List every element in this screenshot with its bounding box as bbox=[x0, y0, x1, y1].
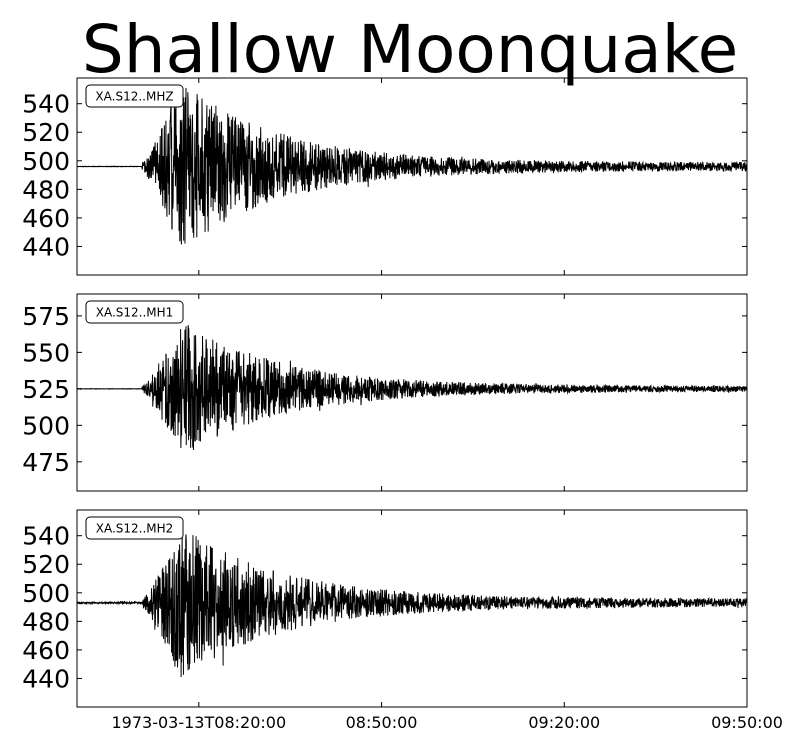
y-tick-label: 540 bbox=[22, 90, 70, 119]
y-tick-label: 440 bbox=[22, 232, 70, 261]
station-label-text: XA.S12..MH1 bbox=[96, 306, 174, 320]
y-tick-label: 520 bbox=[22, 550, 70, 579]
y-tick-label: 525 bbox=[22, 375, 70, 404]
station-label-box bbox=[85, 84, 184, 108]
station-label: XA.S12..MH1 bbox=[85, 300, 184, 324]
y-tick-label: 540 bbox=[22, 522, 70, 551]
waveform-trace bbox=[76, 325, 748, 451]
station-label: XA.S12..MHZ bbox=[85, 84, 184, 108]
y-tick-label: 500 bbox=[22, 579, 70, 608]
y-tick-label: 480 bbox=[22, 175, 70, 204]
y-tick-label: 575 bbox=[22, 302, 70, 331]
y-tick-label: 550 bbox=[22, 338, 70, 367]
x-tick-label: 08:50:00 bbox=[346, 713, 418, 732]
plot-frame bbox=[76, 293, 748, 492]
x-tick-label: 1973-03-13T08:20:00 bbox=[112, 713, 287, 732]
x-tick-label: 09:50:00 bbox=[711, 713, 783, 732]
plot-frame bbox=[76, 509, 748, 708]
plot-frame bbox=[76, 77, 748, 276]
y-tick-label: 460 bbox=[22, 636, 70, 665]
station-label: XA.S12..MH2 bbox=[85, 516, 184, 540]
y-tick-label: 520 bbox=[22, 118, 70, 147]
x-axis: 1973-03-13T08:20:00 08:50:00 09:20:00 09:50… bbox=[112, 713, 783, 732]
y-tick-label: 460 bbox=[22, 204, 70, 233]
station-label-text: XA.S12..MH2 bbox=[96, 522, 174, 536]
y-tick-label: 480 bbox=[22, 607, 70, 636]
station-label-text: XA.S12..MHZ bbox=[95, 90, 173, 104]
y-tick-label: 440 bbox=[22, 664, 70, 693]
waveform-trace bbox=[76, 527, 748, 677]
y-tick-label: 500 bbox=[22, 147, 70, 176]
chart-title: Shallow Moonquake bbox=[82, 11, 738, 88]
station-label-box bbox=[85, 300, 184, 324]
waveform-trace bbox=[76, 87, 748, 245]
x-tick-label: 09:20:00 bbox=[528, 713, 600, 732]
y-tick-label: 475 bbox=[22, 448, 70, 477]
panel-2: 475 500 525 550 575 XA.S12..MH1 bbox=[22, 293, 748, 492]
y-tick-label: 500 bbox=[22, 411, 70, 440]
station-label-box bbox=[85, 516, 184, 540]
